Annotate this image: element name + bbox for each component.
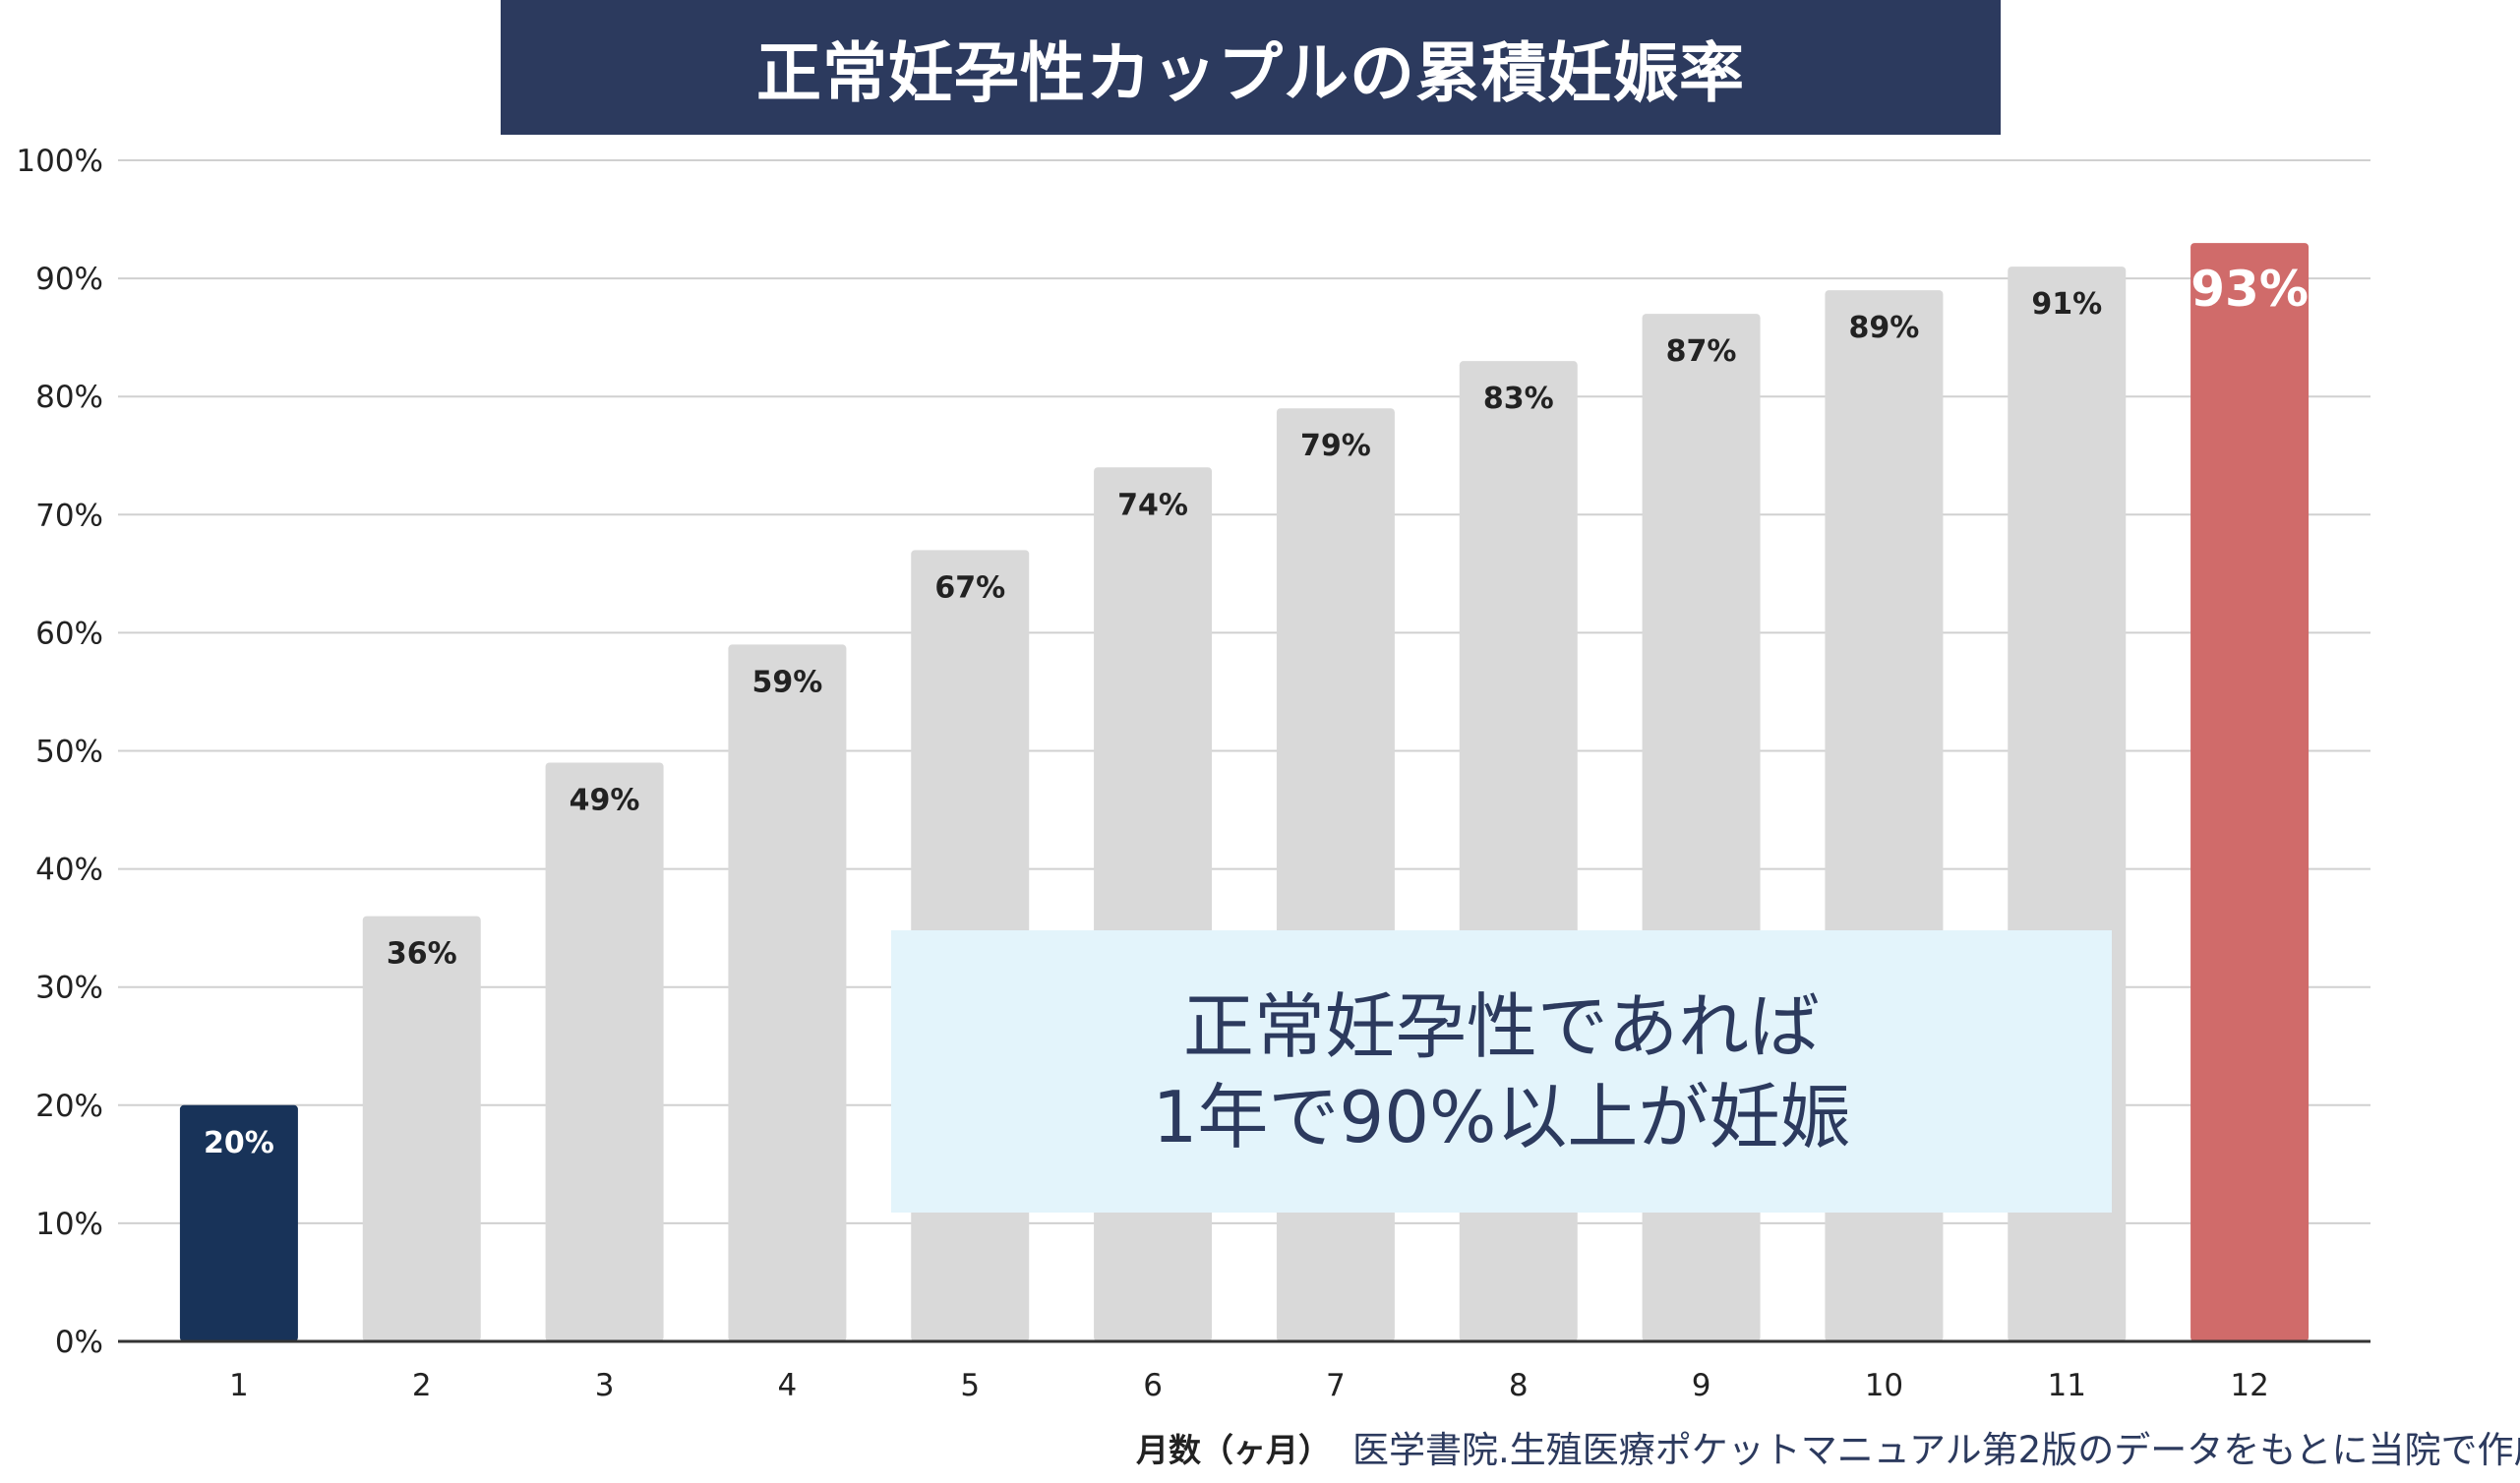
data-label: 93% (2190, 261, 2309, 318)
y-tick-label: 30% (35, 971, 103, 1006)
annotation-line-1: 正常妊孕性であれば (1182, 984, 1821, 1068)
data-label: 89% (1849, 311, 1920, 345)
x-tick-label: 12 (2230, 1368, 2268, 1403)
y-axis-ticks: 0% 10% 20% 30% 40% 50% 60% 70% 80% 90% 100% (16, 144, 103, 1360)
data-label: 87% (1666, 334, 1737, 369)
source-note: 医学書院.生殖医療ポケットマニュアル第2版のデータをもとに当院で作成 (1352, 1429, 2520, 1471)
x-tick-label: 3 (595, 1368, 615, 1403)
x-axis-label: 月数（ヶ月） (1136, 1431, 1331, 1469)
x-tick-label: 7 (1326, 1368, 1346, 1403)
x-tick-label: 11 (2048, 1368, 2086, 1403)
x-tick-label: 5 (960, 1368, 980, 1403)
data-label: 59% (752, 665, 823, 699)
data-label: 36% (387, 937, 457, 972)
y-tick-label: 70% (35, 498, 103, 533)
data-label: 91% (2031, 287, 2102, 322)
y-tick-label: 40% (35, 853, 103, 888)
bar (728, 644, 847, 1341)
data-label: 67% (934, 570, 1005, 605)
data-label: 49% (570, 784, 640, 818)
bar (179, 1104, 298, 1341)
y-tick-label: 80% (35, 380, 103, 415)
x-tick-label: 8 (1509, 1368, 1529, 1403)
y-tick-label: 20% (35, 1089, 103, 1124)
bar (362, 916, 481, 1341)
x-axis-ticks: 1 2 3 4 5 6 7 8 9 10 11 12 (229, 1368, 2269, 1403)
chart-title: 正常妊孕性カップルの累積妊娠率 (756, 34, 1745, 111)
bar (2190, 243, 2310, 1341)
y-tick-label: 100% (16, 144, 103, 179)
data-label: 20% (204, 1126, 274, 1160)
y-tick-label: 50% (35, 735, 103, 770)
annotation-line-2: 1年で90%以上が妊娠 (1152, 1075, 1851, 1158)
y-tick-label: 10% (35, 1207, 103, 1242)
chart-title-banner: 正常妊孕性カップルの累積妊娠率 (501, 0, 2001, 135)
y-tick-label: 0% (55, 1325, 103, 1360)
x-tick-label: 6 (1143, 1368, 1163, 1403)
gridlines (118, 159, 2370, 1224)
data-label: 74% (1117, 488, 1188, 522)
bar (545, 762, 664, 1341)
data-label: 83% (1483, 382, 1554, 416)
y-tick-label: 60% (35, 616, 103, 651)
x-tick-label: 1 (229, 1368, 249, 1403)
data-label: 79% (1300, 429, 1371, 463)
x-tick-label: 4 (778, 1368, 798, 1403)
x-tick-label: 10 (1865, 1368, 1903, 1403)
x-tick-label: 9 (1692, 1368, 1711, 1403)
annotation-box: 正常妊孕性であれば 1年で90%以上が妊娠 (891, 930, 2112, 1213)
x-tick-label: 2 (412, 1368, 432, 1403)
y-tick-label: 90% (35, 262, 103, 297)
